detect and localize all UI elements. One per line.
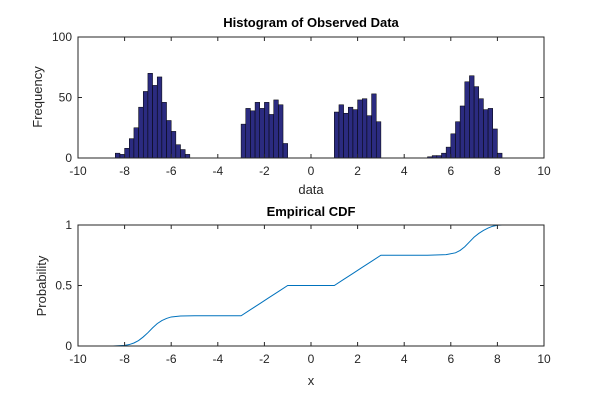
histogram-bar bbox=[129, 138, 135, 159]
histogram-bar bbox=[161, 102, 167, 159]
x-tick-label: 10 bbox=[537, 164, 551, 178]
histogram-bar bbox=[348, 106, 354, 159]
x-tick-label: 4 bbox=[401, 164, 408, 178]
histogram-y-label: Frequency bbox=[30, 66, 45, 128]
x-tick-label: -8 bbox=[119, 352, 130, 366]
x-tick-label: -2 bbox=[259, 164, 270, 178]
cdf-y-ticks: 00.51 bbox=[55, 218, 544, 353]
x-tick-label: 0 bbox=[308, 164, 315, 178]
histogram-bar bbox=[357, 99, 363, 159]
histogram-bar bbox=[366, 115, 372, 159]
histogram-bar bbox=[142, 91, 149, 159]
histogram-bar bbox=[441, 152, 447, 159]
y-tick-label: 100 bbox=[52, 30, 72, 44]
cdf-line bbox=[96, 224, 526, 347]
histogram-bar bbox=[264, 102, 270, 159]
histogram-bar bbox=[445, 146, 452, 159]
histogram-bar bbox=[250, 110, 256, 159]
x-tick-label: 2 bbox=[354, 164, 361, 178]
x-tick-label: -4 bbox=[212, 352, 223, 366]
histogram-bar bbox=[352, 109, 358, 159]
x-tick-label: -2 bbox=[259, 352, 270, 366]
histogram-bar bbox=[338, 104, 344, 159]
histogram-bar bbox=[184, 154, 191, 159]
cdf-panel: -10 -8 -6 -4 -2 0 2 4 6 8 10 00.51 Empirical CDF x… bbox=[34, 204, 551, 388]
x-tick-label: -10 bbox=[69, 352, 87, 366]
histogram-bar bbox=[175, 144, 181, 159]
histogram-bar bbox=[282, 143, 288, 159]
x-tick-label: 6 bbox=[447, 352, 454, 366]
x-tick-label: 8 bbox=[494, 352, 501, 366]
cdf-title: Empirical CDF bbox=[267, 204, 356, 219]
histogram-bar bbox=[152, 85, 158, 159]
x-tick-label: 10 bbox=[537, 352, 551, 366]
histogram-x-ticks: -10 -8 -6 -4 -2 0 2 4 6 8 10 bbox=[69, 37, 551, 178]
x-tick-label: -6 bbox=[166, 352, 177, 366]
histogram-bar bbox=[124, 148, 130, 159]
histogram-bar bbox=[478, 98, 484, 159]
histogram-bar bbox=[245, 108, 251, 159]
histogram-bar bbox=[469, 75, 475, 159]
histogram-bar bbox=[259, 108, 265, 159]
cdf-x-label: x bbox=[308, 373, 315, 388]
x-tick-label: 6 bbox=[447, 164, 454, 178]
histogram-bar bbox=[278, 104, 284, 159]
histogram-bar bbox=[362, 98, 368, 159]
x-tick-label: -4 bbox=[212, 164, 223, 178]
histogram-x-label: data bbox=[298, 182, 324, 197]
histogram-bar bbox=[334, 111, 340, 159]
histogram-bar bbox=[343, 112, 349, 159]
histogram-bar bbox=[483, 109, 489, 159]
histogram-bar bbox=[464, 81, 470, 159]
histogram-bar bbox=[371, 93, 377, 159]
y-tick-label: 0 bbox=[65, 339, 72, 353]
y-tick-label: 0.5 bbox=[55, 279, 72, 293]
x-tick-label: 2 bbox=[354, 352, 361, 366]
histogram-title: Histogram of Observed Data bbox=[223, 15, 399, 30]
histogram-bar bbox=[473, 86, 480, 159]
histogram-bar bbox=[115, 152, 121, 159]
histogram-y-ticks: 0 50 100 bbox=[52, 30, 544, 165]
x-tick-label: -10 bbox=[69, 164, 87, 178]
histogram-bar bbox=[273, 99, 279, 159]
histogram-bar bbox=[497, 152, 503, 159]
histogram-bar bbox=[459, 105, 466, 159]
cdf-y-label: Probability bbox=[34, 255, 49, 316]
x-tick-label: -8 bbox=[119, 164, 130, 178]
histogram-bar bbox=[147, 73, 153, 159]
histogram-bar bbox=[170, 131, 177, 159]
histogram-bar bbox=[254, 102, 260, 159]
y-tick-label: 1 bbox=[65, 218, 72, 232]
histogram-bar bbox=[119, 154, 125, 159]
histogram-bar bbox=[180, 149, 186, 159]
histogram-bar bbox=[156, 76, 163, 159]
x-tick-label: 4 bbox=[401, 352, 408, 366]
cdf-x-ticks: -10 -8 -6 -4 -2 0 2 4 6 8 10 bbox=[69, 225, 551, 366]
y-tick-label: 0 bbox=[65, 151, 72, 165]
x-tick-label: 8 bbox=[494, 164, 501, 178]
histogram-bar bbox=[166, 120, 172, 159]
histogram-bar bbox=[455, 121, 461, 159]
histogram-bar bbox=[138, 106, 144, 159]
histogram-bar bbox=[375, 121, 382, 159]
histogram-panel: -10 -8 -6 -4 -2 0 2 4 6 8 10 0 50 100 Histogram of O… bbox=[30, 15, 551, 197]
histogram-bar bbox=[492, 128, 498, 159]
x-tick-label: 0 bbox=[308, 352, 315, 366]
histogram-bar bbox=[240, 123, 247, 159]
x-tick-label: -6 bbox=[166, 164, 177, 178]
histogram-bar bbox=[450, 133, 456, 159]
y-tick-label: 50 bbox=[59, 91, 73, 105]
histogram-bar bbox=[133, 127, 139, 159]
histogram-bar bbox=[487, 108, 493, 159]
histogram-bar bbox=[268, 114, 274, 159]
